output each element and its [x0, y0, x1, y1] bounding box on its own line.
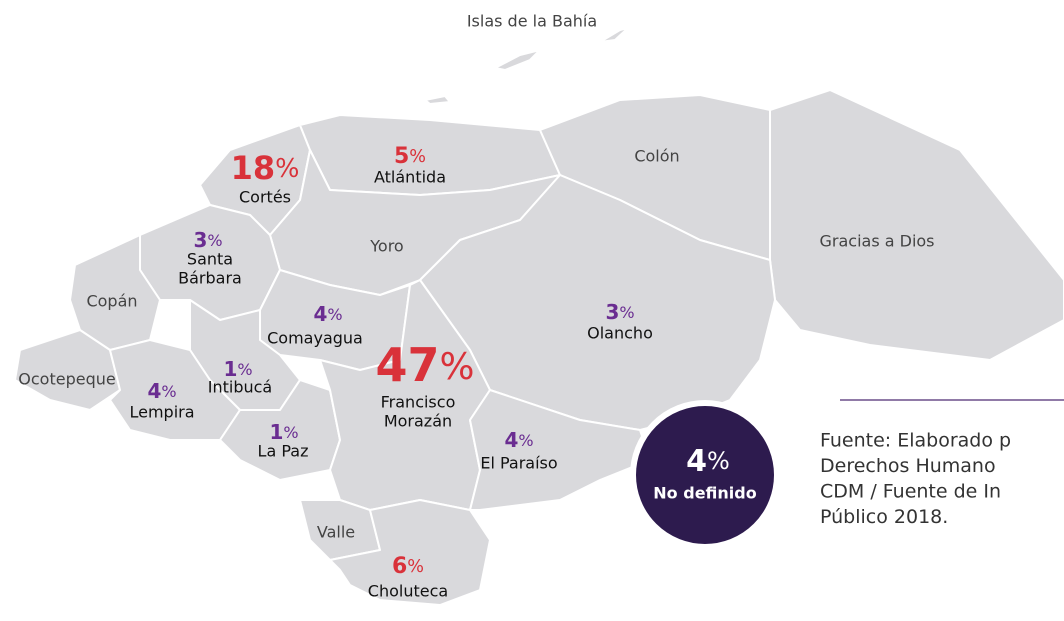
- region-name: Morazán: [384, 412, 452, 431]
- unit: %: [327, 305, 342, 324]
- value-label: 1%: [269, 420, 298, 444]
- region-name: Santa: [187, 250, 233, 269]
- unit: %: [207, 231, 222, 250]
- unit: %: [440, 345, 475, 388]
- value-label: 4%: [504, 428, 533, 452]
- value: 6: [392, 554, 407, 579]
- gracias-a-dios: [769, 89, 1064, 361]
- unit: %: [518, 431, 533, 450]
- value-label: 5%: [394, 144, 426, 169]
- unit: %: [409, 147, 426, 167]
- unit: %: [161, 382, 176, 401]
- region-name: Choluteca: [368, 582, 448, 601]
- value-label: 47%: [376, 338, 475, 392]
- region-name: Yoro: [369, 237, 403, 256]
- source-line: Público 2018.: [820, 506, 948, 528]
- region-name: Francisco: [381, 393, 456, 412]
- region-name: Valle: [317, 523, 355, 542]
- value-label: 3%: [193, 228, 222, 252]
- value-label: 4%: [147, 379, 176, 403]
- region-name: Cortés: [239, 188, 291, 207]
- region-name: Gracias a Dios: [819, 232, 934, 251]
- unit: %: [275, 154, 299, 184]
- region-name: Lempira: [129, 403, 194, 422]
- departments: [14, 27, 1064, 606]
- value-label: 3%: [605, 300, 634, 324]
- el-paraiso: [469, 389, 651, 511]
- region-name: Ocotepeque: [18, 370, 115, 389]
- value: 5: [394, 144, 409, 169]
- value: 1: [223, 357, 237, 381]
- value-label: 4%: [686, 444, 730, 479]
- value-label: 18%: [231, 149, 300, 187]
- unit: %: [707, 447, 730, 475]
- region-name: La Paz: [258, 442, 309, 461]
- value: 3: [193, 228, 207, 252]
- region-name: Islas de la Bahía: [467, 12, 597, 31]
- value: 4: [686, 444, 707, 479]
- source-line: CDM / Fuente de In: [820, 481, 1001, 503]
- region-name: Bárbara: [178, 269, 242, 288]
- region-name: Atlántida: [374, 168, 446, 187]
- unit: %: [619, 303, 634, 322]
- value: 18: [231, 149, 276, 187]
- value: 47: [376, 338, 440, 392]
- unit: %: [283, 423, 298, 442]
- undefined-badge: [630, 400, 780, 550]
- value: 4: [147, 379, 161, 403]
- value-label: 6%: [392, 554, 424, 579]
- ocotepeque: [14, 329, 121, 411]
- value: 1: [269, 420, 283, 444]
- region-name: El Paraíso: [480, 454, 557, 473]
- region-name: Colón: [634, 147, 679, 166]
- region-name: Intibucá: [208, 378, 272, 397]
- source-line: Derechos Humano: [820, 455, 996, 477]
- source-line: Fuente: Elaborado p: [820, 430, 1011, 452]
- island: [599, 27, 629, 43]
- island: [424, 95, 451, 105]
- unit: %: [407, 557, 424, 577]
- unit: %: [237, 360, 252, 379]
- value: 4: [504, 428, 518, 452]
- lempira: [109, 339, 241, 441]
- region-name: No definido: [653, 484, 756, 503]
- value: 4: [313, 302, 327, 326]
- value-label: 4%: [313, 302, 342, 326]
- region-name: Comayagua: [267, 329, 363, 348]
- region-name: Copán: [86, 292, 137, 311]
- island: [494, 49, 541, 71]
- choluteca: [329, 499, 491, 606]
- value: 3: [605, 300, 619, 324]
- value-label: 1%: [223, 357, 252, 381]
- region-name: Olancho: [587, 324, 653, 343]
